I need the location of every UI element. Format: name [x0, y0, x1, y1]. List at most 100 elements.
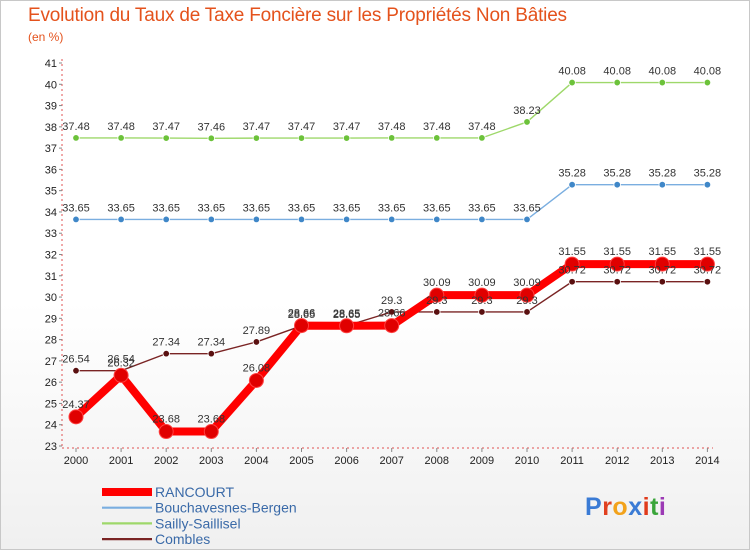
data-point	[568, 278, 576, 286]
data-label: 29.3	[516, 295, 537, 307]
data-point	[429, 287, 445, 303]
data-label: 28.65	[333, 308, 361, 320]
data-label: 27.34	[152, 337, 180, 349]
data-label: 28.65	[288, 309, 316, 321]
data-point	[568, 78, 576, 87]
data-point	[339, 318, 355, 334]
data-point	[613, 278, 621, 286]
data-label: 33.65	[423, 202, 451, 214]
data-label: 29.3	[426, 295, 447, 307]
x-tick-label: 2010	[515, 455, 539, 467]
data-label: 35.28	[649, 168, 677, 180]
y-tick-label: 28	[45, 335, 57, 347]
data-label: 37.48	[378, 121, 406, 133]
legend-item: RANCOURT	[102, 484, 235, 500]
data-point	[252, 338, 261, 346]
y-tick-label: 23	[45, 441, 57, 453]
legend-label: Bouchavesnes-Bergen	[155, 500, 297, 516]
data-point	[342, 134, 351, 142]
data-point	[478, 215, 486, 224]
data-label: 30.72	[694, 265, 722, 277]
logo-letter: i	[642, 493, 651, 521]
data-label: 37.48	[468, 121, 496, 133]
legend-label: RANCOURT	[155, 484, 235, 500]
y-tick-label: 37	[45, 143, 57, 155]
y-tick-label: 40	[45, 79, 57, 91]
data-label: 28.65	[333, 309, 361, 321]
data-point	[523, 215, 531, 224]
x-tick-label: 2003	[199, 455, 223, 467]
data-point	[294, 318, 309, 334]
data-label: 26.08	[243, 362, 271, 374]
data-label: 31.55	[649, 246, 677, 258]
y-tick-label: 24	[45, 420, 57, 432]
data-point	[388, 215, 396, 224]
data-label: 33.65	[333, 202, 361, 214]
data-label: 38.23	[513, 105, 541, 117]
data-label: 40.08	[649, 66, 677, 78]
data-point	[654, 256, 670, 272]
data-label: 29.3	[381, 295, 402, 307]
data-label: 28.66	[378, 308, 406, 320]
data-label: 35.28	[603, 168, 631, 180]
data-label: 26.54	[107, 354, 135, 366]
data-point	[248, 372, 264, 388]
legend: RANCOURTBouchavesnes-BergenSailly-Sailli…	[102, 484, 297, 547]
data-label: 40.08	[558, 66, 586, 78]
data-label: 35.28	[558, 168, 586, 180]
y-tick-label: 34	[45, 207, 57, 219]
data-point	[72, 215, 80, 224]
series-rancourt	[68, 256, 715, 440]
data-label: 33.65	[288, 202, 316, 214]
data-label: 30.72	[603, 265, 631, 277]
logo-letter: t	[650, 493, 659, 521]
y-tick-label: 39	[45, 101, 57, 113]
logo-letter: r	[602, 493, 613, 521]
x-tick-label: 2014	[695, 455, 719, 467]
data-label: 23.68	[152, 414, 180, 426]
data-label: 24.37	[62, 399, 90, 411]
data-point	[297, 134, 306, 142]
data-point	[703, 181, 712, 189]
legend-label: Sailly-Saillisel	[155, 515, 241, 531]
data-point	[703, 278, 712, 286]
data-point	[433, 308, 441, 316]
series-combles	[72, 278, 712, 375]
logo-letter: P	[585, 493, 603, 521]
data-point	[523, 308, 531, 316]
data-point	[474, 287, 490, 303]
data-label: 31.55	[558, 246, 586, 258]
data-label: 37.46	[198, 121, 226, 133]
data-label: 30.09	[423, 277, 451, 289]
data-label: 33.65	[513, 202, 541, 214]
series-lines	[68, 78, 715, 440]
logo-letter: i	[658, 493, 667, 521]
data-point	[158, 424, 174, 440]
data-label: 37.48	[107, 121, 135, 133]
data-label: 31.55	[694, 246, 722, 258]
x-tick-label: 2002	[154, 455, 178, 467]
legend-item: Combles	[102, 531, 210, 547]
data-point	[699, 256, 715, 272]
data-point	[703, 78, 712, 87]
series-sailly-saillisel	[72, 78, 712, 143]
data-label: 37.47	[333, 121, 361, 133]
y-tick-label: 26	[45, 377, 57, 389]
data-point	[68, 409, 84, 425]
legend-item: Sailly-Saillisel	[102, 515, 241, 531]
y-tick-label: 27	[45, 356, 57, 368]
y-tick-label: 38	[45, 122, 57, 134]
data-point	[162, 134, 170, 142]
data-point	[162, 215, 170, 224]
y-tick-label: 31	[45, 271, 57, 283]
data-point	[342, 215, 351, 224]
x-tick-label: 2009	[470, 455, 494, 467]
data-point	[609, 256, 625, 272]
proxiti-logo: Proxiti	[585, 493, 666, 522]
data-point	[162, 349, 170, 358]
data-point	[207, 349, 215, 358]
axes: 23 24 25 26 27 28 29 30 31 32 33 34 35 36 37 38 39 40 41 20…	[45, 58, 720, 467]
x-tick-label: 2008	[425, 455, 449, 467]
